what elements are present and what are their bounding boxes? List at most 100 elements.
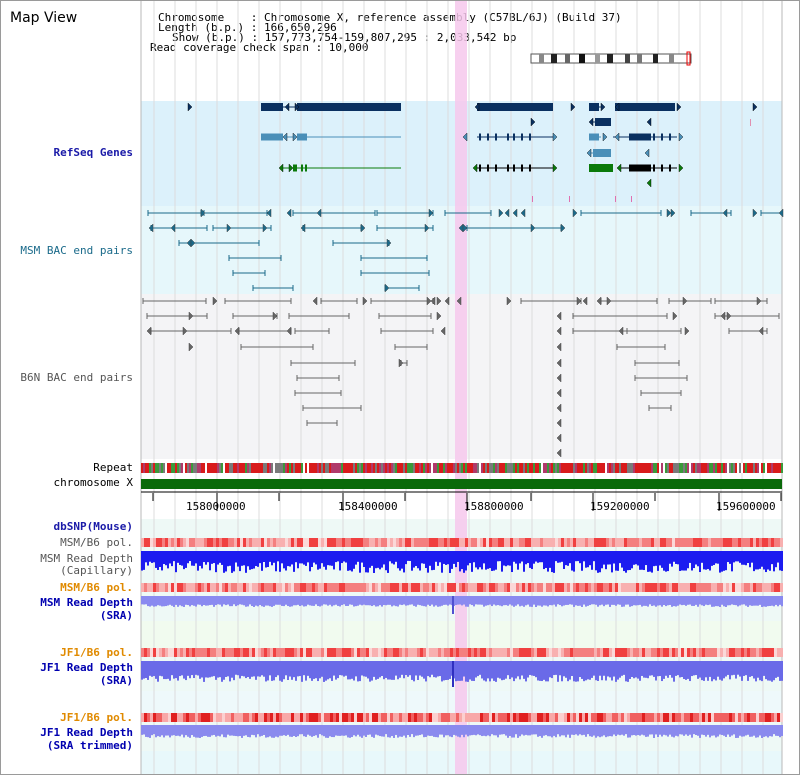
track-label-jf1-trim-sub: (SRA trimmed) <box>46 739 133 752</box>
read-depth-bar <box>759 725 761 736</box>
repeat-element <box>621 463 623 473</box>
read-depth-bar <box>657 596 659 606</box>
polymorphism-cell <box>171 583 174 592</box>
read-depth-bar <box>615 551 617 571</box>
read-depth-bar <box>661 551 663 568</box>
polymorphism-cell <box>567 583 570 592</box>
b6n-bac-end <box>188 311 194 321</box>
read-depth-bar <box>385 551 387 571</box>
polymorphism-cell <box>540 583 543 592</box>
track-label-msm-depth-sra[interactable]: MSM Read Depth <box>40 596 133 609</box>
polymorphism-cell <box>177 648 180 657</box>
polymorphism-cell <box>702 713 705 722</box>
read-depth-bar <box>607 661 609 677</box>
read-depth-bar <box>279 661 281 681</box>
read-depth-bar <box>629 661 631 679</box>
repeat-element <box>751 463 753 473</box>
read-depth-bar <box>763 661 765 676</box>
read-depth-bar <box>587 661 589 680</box>
track-label-jf1-depth[interactable]: JF1 Read Depth <box>40 661 133 674</box>
read-depth-bar <box>361 596 363 606</box>
read-depth-bar <box>471 551 473 572</box>
read-depth-bar <box>623 661 625 675</box>
repeat-element <box>515 463 517 473</box>
read-depth-bar <box>527 596 529 605</box>
polymorphism-cell <box>720 538 723 547</box>
polymorphism-cell <box>537 713 540 722</box>
read-depth-bar <box>507 596 509 606</box>
polymorphism-cell <box>717 583 720 592</box>
read-depth-bar <box>461 661 463 681</box>
read-depth-bar <box>705 725 707 737</box>
track-label-chromosome[interactable]: chromosome X <box>53 476 133 489</box>
track-label-msm-pol-2[interactable]: MSM/B6 pol. <box>60 581 133 594</box>
track-label-jf1-pol-1[interactable]: JF1/B6 pol. <box>60 646 133 659</box>
read-depth-bar <box>599 596 601 606</box>
read-depth-bar <box>623 725 625 736</box>
track-label-b6n-bac[interactable]: B6N BAC end pairs <box>20 371 133 384</box>
repeat-element <box>733 463 735 473</box>
read-depth-bar <box>773 596 775 607</box>
repeat-element <box>615 463 617 473</box>
read-depth-bar <box>315 661 317 679</box>
read-depth-bar <box>511 661 513 678</box>
track-label-dbsnp[interactable]: dbSNP(Mouse) <box>53 520 133 533</box>
repeat-element <box>329 463 331 473</box>
read-depth-bar <box>521 551 523 562</box>
read-depth-bar <box>489 596 491 605</box>
read-depth-bar <box>667 551 669 572</box>
polymorphism-cell <box>195 648 198 657</box>
read-depth-bar <box>781 596 783 607</box>
polymorphism-cell <box>174 713 177 722</box>
polymorphism-cell <box>387 583 390 592</box>
polymorphism-cell <box>555 648 558 657</box>
read-depth-bar <box>593 661 595 676</box>
read-depth-bar <box>491 551 493 571</box>
polymorphism-cell <box>201 538 204 547</box>
b6n-bac-end <box>436 296 442 306</box>
read-depth-bar <box>585 596 587 607</box>
read-depth-bar <box>599 551 601 573</box>
polymorphism-cell <box>399 538 402 547</box>
polymorphism-cell <box>726 538 729 547</box>
read-depth-bar <box>191 596 193 606</box>
read-depth-bar <box>531 596 533 607</box>
track-label-msm-depth-cap[interactable]: MSM Read Depth <box>40 552 133 565</box>
polymorphism-cell <box>204 713 207 722</box>
repeat-element <box>425 463 427 473</box>
polymorphism-cell <box>486 713 489 722</box>
read-depth-bar <box>777 725 779 736</box>
track-label-msm-bac[interactable]: MSM BAC end pairs <box>20 244 133 257</box>
msm-bac-end <box>300 223 306 233</box>
read-depth-bar <box>243 596 245 606</box>
track-label-jf1-pol-2[interactable]: JF1/B6 pol. <box>60 711 133 724</box>
read-depth-bar <box>295 725 297 738</box>
polymorphism-cell <box>492 538 495 547</box>
read-depth-bar <box>597 661 599 681</box>
track-label-jf1-trim[interactable]: JF1 Read Depth <box>40 726 133 739</box>
track-label-repeat[interactable]: Repeat <box>93 461 133 474</box>
read-depth-bar <box>767 596 769 607</box>
track-label-refseq[interactable]: RefSeq Genes <box>53 146 133 159</box>
read-depth-bar <box>561 596 563 607</box>
polymorphism-cell <box>672 713 675 722</box>
chromosome-ideogram[interactable] <box>529 51 701 67</box>
polymorphism-cell <box>621 583 624 592</box>
polymorphism-cell <box>354 538 357 547</box>
polymorphism-cell <box>288 713 291 722</box>
b6n-bac-end <box>726 311 732 321</box>
read-depth-bar <box>301 725 303 735</box>
read-depth-bar <box>277 596 279 605</box>
polymorphism-cell <box>153 538 156 547</box>
polymorphism-cell <box>774 648 777 657</box>
b6n-bac-end <box>444 296 450 306</box>
polymorphism-cell <box>261 583 264 592</box>
read-depth-bar <box>211 551 213 564</box>
read-depth-bar <box>269 661 271 676</box>
polymorphism-cell <box>579 583 582 592</box>
polymorphism-cell <box>597 538 600 547</box>
track-label-msm-pol-1[interactable]: MSM/B6 pol. <box>60 536 133 549</box>
repeat-element <box>557 463 559 473</box>
msm-bac-end <box>190 238 196 248</box>
